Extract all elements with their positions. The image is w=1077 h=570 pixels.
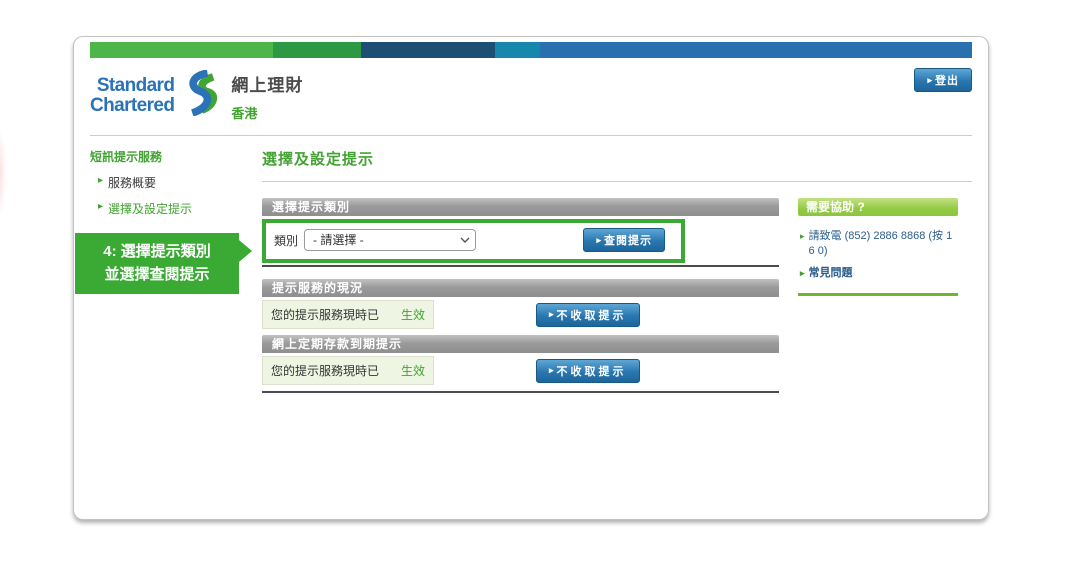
callout-pointer-icon	[239, 240, 252, 262]
category-select-wrap: - 請選擇 -	[304, 229, 477, 251]
section-divider	[262, 391, 779, 393]
callout-line-2: 並選擇查閱提示	[104, 265, 210, 283]
help-panel-heading: 需要協助 ?	[798, 198, 958, 216]
brand-bar-segment	[360, 42, 495, 58]
category-row: 類別 - 請選擇 - ▸ 查閱提示	[266, 223, 681, 259]
standard-chartered-logo: Standard Chartered	[90, 69, 218, 121]
banking-window: Standard Chartered 網上理財 香港 ▸ 登出 短訊提示服務 ▸	[73, 36, 989, 520]
arrow-icon: ▸	[98, 175, 104, 186]
category-label: 類別	[274, 233, 299, 248]
brand-color-bar	[90, 42, 972, 58]
sidebar-item-service-overview[interactable]: ▸ 服務概要	[98, 174, 262, 191]
view-alerts-label: 查閱提示	[604, 235, 652, 247]
help-panel-body: ▸ 請致電 (852) 2886 8868 (按 1 6 0) ▸ 常見問題	[798, 216, 958, 296]
sidebar-item-select-and-set-alerts[interactable]: ▸ 選擇及設定提示	[98, 200, 262, 217]
arrow-icon: ▸	[800, 267, 805, 278]
arrow-icon: ▸	[927, 74, 932, 85]
tutorial-callout: 4: 選擇提示類別 並選擇查閱提示	[75, 233, 252, 294]
stop-alerts-button[interactable]: ▸ 不收取提示	[536, 358, 640, 383]
category-select[interactable]: - 請選擇 -	[304, 229, 477, 251]
logo-wordmark: Standard Chartered	[90, 75, 175, 116]
alert-settings-column: 選擇提示類別 類別 - 請選擇 -	[262, 198, 779, 393]
view-alerts-button[interactable]: ▸ 查閱提示	[583, 228, 665, 252]
help-phone-text: 請致電 (852) 2886 8868 (按 1 6 0)	[808, 230, 953, 257]
help-panel: 需要協助 ? ▸ 請致電 (852) 2886 8868 (按 1 6 0) ▸…	[798, 198, 958, 393]
faq-link[interactable]: ▸ 常見問題	[798, 266, 958, 281]
header: Standard Chartered 網上理財 香港 ▸ 登出	[74, 58, 988, 122]
arrow-icon: ▸	[549, 365, 554, 375]
section-bar-alert-status: 提示服務的現況	[262, 279, 779, 297]
status-value: 生效	[400, 308, 425, 322]
screen-edge-artifact	[0, 128, 6, 218]
logout-label: 登出	[935, 75, 959, 87]
logo-word-1: Standard	[96, 75, 175, 97]
arrow-icon: ▸	[596, 234, 601, 245]
brand-bar-segment	[539, 42, 972, 58]
main-panel: 選擇及設定提示 選擇提示類別 類別 - 請選擇 -	[262, 148, 972, 393]
arrow-icon: ▸	[549, 309, 554, 319]
status-row: 您的提示服務現時已 生效 ▸ 不收取提示	[262, 353, 779, 391]
logout-button[interactable]: ▸ 登出	[914, 68, 972, 92]
content-area: 短訊提示服務 ▸ 服務概要 ▸ 選擇及設定提示 4: 選擇提示類別 並選擇查閱提…	[74, 136, 988, 393]
status-row: 您的提示服務現時已 生效 ▸ 不收取提示	[262, 297, 779, 335]
brand-bar-segment	[494, 42, 540, 58]
help-phone-link[interactable]: ▸ 請致電 (852) 2886 8868 (按 1 6 0)	[798, 229, 958, 259]
section-bar-time-deposit-alert: 網上定期存款到期提示	[262, 335, 779, 353]
sidebar-heading: 短訊提示服務	[90, 150, 163, 164]
standard-chartered-trustmark-icon	[179, 69, 218, 121]
status-label: 您的提示服務現時已	[271, 308, 380, 322]
sidebar-item-label: 選擇及設定提示	[108, 202, 193, 216]
header-divider	[90, 135, 972, 136]
section-bar-select-alert-type: 選擇提示類別	[262, 198, 779, 216]
sidebar: 短訊提示服務 ▸ 服務概要 ▸ 選擇及設定提示 4: 選擇提示類別 並選擇查閱提…	[75, 148, 262, 393]
status-cell: 您的提示服務現時已 生效	[262, 356, 434, 385]
faq-link-text: 常見問題	[808, 266, 853, 279]
arrow-icon: ▸	[98, 201, 104, 212]
region-label: 香港	[231, 106, 258, 121]
status-value: 生效	[400, 364, 425, 378]
sidebar-item-label: 服務概要	[108, 176, 157, 190]
title-divider	[262, 181, 972, 182]
app-title: 網上理財	[231, 76, 304, 95]
arrow-icon: ▸	[800, 231, 805, 241]
logo-word-2: Chartered	[90, 94, 175, 116]
stop-alerts-label: 不收取提示	[556, 365, 627, 378]
section-divider	[262, 265, 779, 267]
tutorial-highlight-box: 類別 - 請選擇 - ▸ 查閱提示	[262, 219, 685, 263]
stop-alerts-button[interactable]: ▸ 不收取提示	[536, 302, 640, 327]
brand-bar-segment	[272, 42, 361, 58]
app-title-block: 網上理財 香港	[231, 70, 303, 122]
status-label: 您的提示服務現時已	[271, 364, 380, 378]
page-title: 選擇及設定提示	[262, 151, 375, 168]
callout-line-1: 4: 選擇提示類別	[103, 243, 211, 260]
brand-bar-segment	[90, 42, 273, 58]
status-cell: 您的提示服務現時已 生效	[262, 300, 434, 329]
stop-alerts-label: 不收取提示	[556, 309, 627, 322]
